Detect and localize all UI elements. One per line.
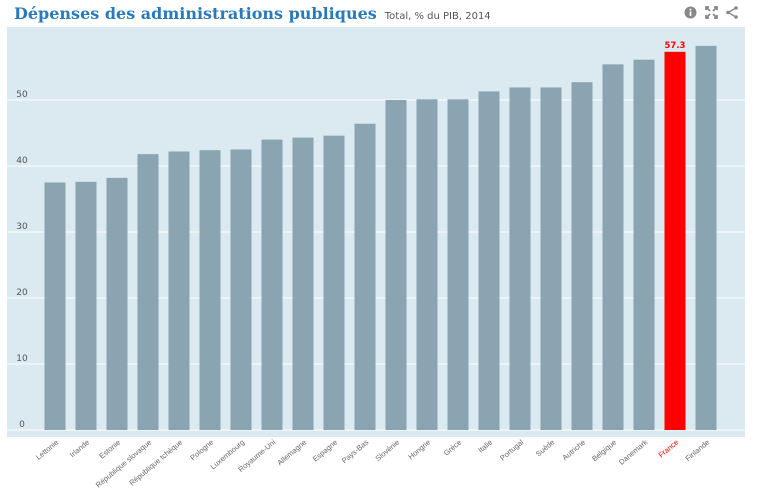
bar xyxy=(137,154,159,430)
x-tick-label: Allemagne xyxy=(275,438,308,468)
data-label: 57.3 xyxy=(665,41,686,51)
y-tick-label: 40 xyxy=(16,156,28,166)
x-tick-label: Lettonie xyxy=(34,438,60,462)
bar xyxy=(540,87,562,431)
bar xyxy=(509,87,531,431)
bar xyxy=(106,177,128,430)
bar xyxy=(354,123,376,430)
x-tick-label: Grèce xyxy=(442,438,463,458)
bar xyxy=(695,45,717,430)
bar xyxy=(416,99,438,430)
bar xyxy=(602,64,624,431)
info-icon[interactable] xyxy=(684,6,697,23)
x-tick-label: Belgique xyxy=(590,438,618,464)
fullscreen-icon[interactable] xyxy=(705,6,718,23)
bar xyxy=(323,135,345,430)
y-tick-label: 50 xyxy=(16,90,28,100)
x-tick-label: Italie xyxy=(476,438,494,455)
x-tick-label: Slovénie xyxy=(373,438,401,463)
bar xyxy=(664,51,686,430)
y-tick-label: 0 xyxy=(19,420,25,430)
bar xyxy=(75,181,97,430)
chart-title: Dépenses des administrations publiques xyxy=(14,4,377,23)
bar xyxy=(230,149,252,430)
bar xyxy=(168,151,190,431)
x-tick-label: Pays-Bas xyxy=(340,437,371,465)
bar xyxy=(199,150,221,430)
bar xyxy=(571,82,593,431)
x-tick-label: Hongrie xyxy=(406,438,432,462)
x-tick-label: Irlande xyxy=(68,438,91,460)
toolbar xyxy=(684,6,738,23)
x-tick-label: Danemark xyxy=(617,437,649,466)
chart-header: Dépenses des administrations publiques T… xyxy=(14,4,491,23)
y-tick-label: 20 xyxy=(16,288,28,298)
share-icon[interactable] xyxy=(726,6,738,23)
x-tick-label: Espagne xyxy=(311,438,339,464)
x-tick-label: République slovaque xyxy=(94,438,153,490)
bar xyxy=(261,139,283,430)
bar xyxy=(478,91,500,431)
bar xyxy=(447,99,469,430)
bar xyxy=(385,100,407,430)
x-tick-label: France xyxy=(657,438,681,460)
x-tick-label: République tchèque xyxy=(127,438,184,488)
bar xyxy=(292,137,314,430)
x-tick-label: Estonie xyxy=(97,438,122,461)
bar xyxy=(633,59,655,431)
x-tick-label: Portugal xyxy=(498,437,525,462)
chart-subtitle: Total, % du PIB, 2014 xyxy=(384,11,491,22)
y-tick-label: 30 xyxy=(16,222,28,232)
x-tick-label: Suède xyxy=(534,438,556,459)
y-tick-label: 10 xyxy=(16,354,28,364)
x-tick-label: Autriche xyxy=(560,438,587,463)
bar xyxy=(44,182,66,430)
x-tick-label: Finlande xyxy=(683,438,711,463)
x-tick-label: Pologne xyxy=(188,438,215,463)
